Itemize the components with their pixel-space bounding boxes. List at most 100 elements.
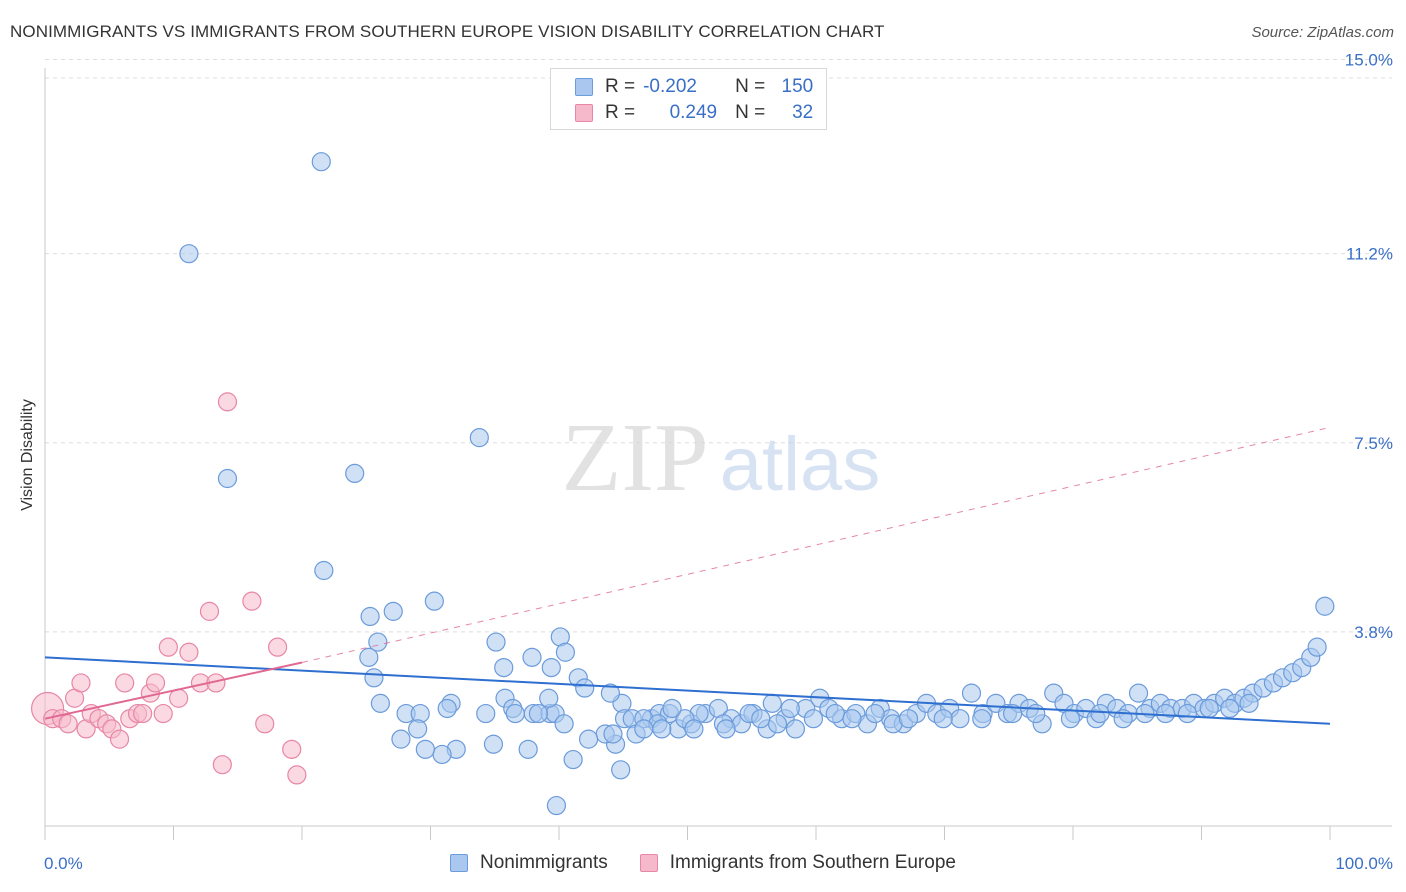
point-nonimmigrants [751, 709, 771, 729]
point-nonimmigrants [476, 703, 496, 724]
point-immigrants [212, 755, 232, 775]
point-immigrants [115, 673, 135, 693]
point-nonimmigrants [408, 719, 428, 739]
legend-r-label: R = [605, 102, 636, 123]
watermark: ZIP atlas [562, 404, 881, 512]
point-immigrants [109, 729, 130, 749]
legend-swatch-blue [450, 854, 469, 872]
point-nonimmigrants [546, 795, 567, 816]
point-nonimmigrants [432, 744, 452, 765]
point-immigrants [199, 601, 220, 621]
point-nonimmigrants [541, 657, 561, 678]
trend-layer [44, 426, 1331, 725]
point-nonimmigrants [391, 729, 411, 749]
point-nonimmigrants [364, 668, 384, 688]
point-nonimmigrants [563, 749, 583, 770]
legend-swatch-pink [575, 104, 593, 122]
point-nonimmigrants [437, 698, 457, 719]
y-tick-label: 15.0% [1345, 51, 1393, 70]
legend-item-nonimmigrants[interactable]: Nonimmigrants [450, 852, 608, 874]
y-tick-label: 3.8% [1354, 623, 1393, 642]
point-nonimmigrants [716, 719, 736, 739]
point-nonimmigrants [933, 709, 953, 729]
point-nonimmigrants [1307, 637, 1327, 657]
point-immigrants [287, 765, 307, 785]
y-tick-label: 7.5% [1354, 434, 1393, 453]
point-nonimmigrants [311, 152, 331, 172]
point-nonimmigrants [483, 734, 504, 754]
legend-n-label: N = [735, 76, 766, 97]
correlation-legend: R = -0.202 N = 150 R = 0.249 N = 32 [550, 68, 827, 130]
point-nonimmigrants [780, 698, 800, 719]
x-tick-label-min: 0.0% [44, 854, 83, 873]
legend-n-value: 150 [781, 76, 814, 97]
points-layer [30, 152, 1335, 816]
point-nonimmigrants [486, 632, 506, 652]
point-nonimmigrants [505, 703, 525, 724]
point-immigrants [158, 637, 178, 657]
point-nonimmigrants [1060, 709, 1081, 729]
point-immigrants [242, 591, 262, 611]
point-immigrants [255, 714, 275, 734]
series-legend: Nonimmigrants Immigrants from Southern E… [0, 852, 1406, 874]
point-nonimmigrants [415, 739, 435, 759]
point-nonimmigrants [898, 709, 919, 729]
trendline-nonimmigrants [44, 656, 1331, 725]
watermark-atlas: atlas [720, 422, 881, 507]
point-nonimmigrants [179, 244, 199, 264]
point-immigrants [71, 673, 91, 693]
point-nonimmigrants [652, 719, 672, 739]
legend-n-value: 32 [792, 102, 814, 123]
point-nonimmigrants [1003, 703, 1023, 724]
point-nonimmigrants [842, 709, 862, 729]
point-nonimmigrants [1155, 703, 1176, 724]
point-nonimmigrants [518, 739, 538, 759]
legend-r-label: R = [605, 76, 636, 97]
point-immigrants [282, 739, 302, 759]
x-tick-label-max: 100.0% [1335, 854, 1393, 873]
trendline-immigrants [44, 661, 303, 720]
point-immigrants [169, 688, 189, 708]
point-nonimmigrants [345, 463, 365, 484]
point-nonimmigrants [1128, 683, 1149, 703]
point-nonimmigrants [634, 719, 654, 739]
legend-swatch-pink [639, 854, 658, 872]
point-nonimmigrants [578, 729, 599, 749]
point-nonimmigrants [803, 709, 824, 729]
legend-r-value: 0.249 [643, 102, 718, 124]
point-nonimmigrants [611, 760, 631, 780]
chart-source: Source: ZipAtlas.com [1251, 24, 1394, 41]
point-nonimmigrants [1220, 698, 1240, 719]
point-nonimmigrants [554, 714, 574, 734]
point-immigrants [133, 703, 153, 724]
point-nonimmigrants [469, 428, 489, 448]
legend-swatch-blue [575, 78, 593, 96]
legend-item-immigrants[interactable]: Immigrants from Southern Europe [639, 852, 956, 874]
grid-layer [45, 59, 1392, 633]
point-nonimmigrants [522, 647, 542, 667]
point-nonimmigrants [359, 647, 379, 667]
point-nonimmigrants [539, 688, 559, 708]
point-nonimmigrants [1315, 596, 1335, 616]
point-immigrants [217, 392, 238, 412]
legend-n-label: N = [735, 102, 766, 123]
point-nonimmigrants [785, 719, 806, 739]
point-nonimmigrants [1199, 698, 1219, 719]
point-nonimmigrants [314, 560, 334, 581]
point-nonimmigrants [972, 709, 992, 729]
point-nonimmigrants [555, 642, 576, 662]
point-nonimmigrants [961, 683, 982, 703]
point-nonimmigrants [1090, 703, 1110, 724]
point-nonimmigrants [424, 591, 444, 611]
point-nonimmigrants [494, 657, 514, 678]
chart-title: NONIMMIGRANTS VS IMMIGRANTS FROM SOUTHER… [10, 22, 885, 41]
legend-r-value-text: 0.249 [669, 102, 718, 123]
point-nonimmigrants [383, 601, 403, 621]
point-nonimmigrants [950, 709, 970, 729]
legend-row-immigrants: R = 0.249 N = 32 [575, 100, 813, 126]
legend-label-immigrants: Immigrants from Southern Europe [669, 852, 956, 873]
point-nonimmigrants [217, 468, 238, 489]
point-nonimmigrants [767, 714, 788, 734]
point-nonimmigrants [684, 719, 704, 739]
